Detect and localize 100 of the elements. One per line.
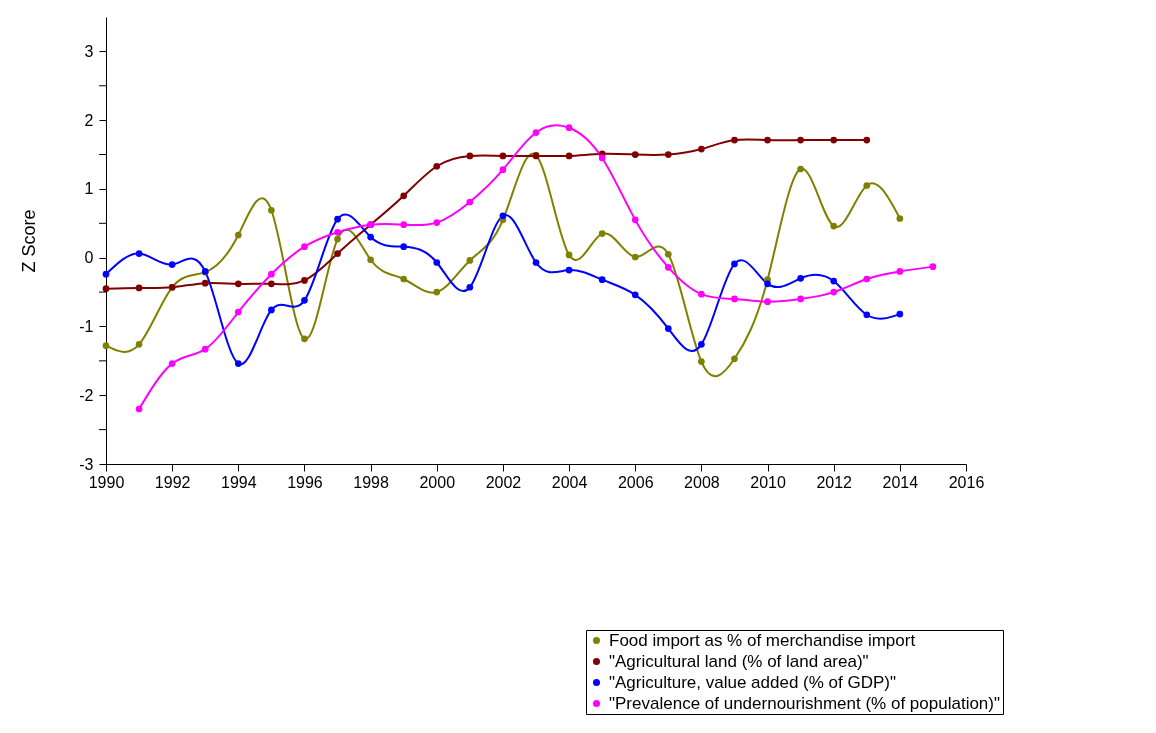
point bbox=[499, 166, 507, 174]
x-tick-label: 2014 bbox=[882, 473, 919, 491]
point bbox=[400, 243, 408, 251]
point bbox=[301, 243, 308, 251]
point bbox=[830, 277, 838, 285]
point bbox=[234, 308, 242, 316]
point bbox=[731, 355, 738, 363]
point bbox=[301, 335, 308, 343]
y-tick-label: -1 bbox=[79, 317, 94, 335]
point bbox=[664, 325, 672, 332]
point bbox=[731, 260, 738, 268]
y-tick-label: 1 bbox=[84, 180, 94, 198]
point bbox=[929, 263, 937, 270]
legend-label: Food import as % of merchandise import bbox=[609, 630, 916, 650]
point bbox=[598, 154, 606, 162]
point bbox=[896, 310, 904, 318]
point bbox=[764, 136, 771, 144]
point bbox=[268, 306, 275, 314]
x-tick-label: 1990 bbox=[88, 473, 125, 491]
point bbox=[830, 222, 838, 230]
point bbox=[698, 290, 705, 298]
point bbox=[565, 152, 573, 160]
point bbox=[731, 136, 738, 144]
point bbox=[698, 145, 705, 153]
point bbox=[268, 270, 275, 278]
point bbox=[433, 219, 441, 226]
point bbox=[698, 340, 705, 348]
point bbox=[664, 151, 672, 158]
legend-label: "Agriculture, value added (% of GDP)" bbox=[609, 672, 897, 692]
point bbox=[102, 285, 110, 292]
y-axis-title: Z Score bbox=[19, 209, 40, 273]
legend-label: "Prevalence of undernourishment (% of population)" bbox=[609, 693, 1001, 713]
point bbox=[797, 274, 804, 282]
point bbox=[234, 360, 242, 367]
point bbox=[896, 215, 904, 222]
point bbox=[797, 165, 804, 173]
point bbox=[466, 257, 474, 264]
point bbox=[731, 295, 738, 303]
point bbox=[863, 182, 871, 189]
point bbox=[400, 221, 408, 229]
x-tick-label: 1996 bbox=[287, 473, 323, 491]
x-tick-label: 1992 bbox=[154, 473, 191, 491]
point bbox=[631, 253, 639, 261]
y-tick-label: -3 bbox=[79, 455, 94, 473]
point bbox=[797, 295, 804, 303]
point bbox=[301, 296, 308, 304]
point bbox=[367, 233, 374, 241]
x-tick-label: 2010 bbox=[750, 473, 786, 491]
point bbox=[334, 215, 341, 223]
point bbox=[135, 405, 143, 413]
point bbox=[698, 358, 705, 365]
x-tick-label: 2000 bbox=[419, 473, 456, 491]
point bbox=[499, 152, 507, 160]
point bbox=[433, 162, 441, 170]
point bbox=[863, 275, 871, 283]
point bbox=[334, 250, 341, 257]
point bbox=[400, 192, 408, 200]
point bbox=[664, 250, 672, 258]
point bbox=[301, 277, 308, 284]
legend-label: "Agricultural land (% of land area)" bbox=[609, 651, 869, 671]
y-tick-label: 2 bbox=[84, 111, 94, 129]
point bbox=[532, 129, 540, 136]
point bbox=[631, 151, 639, 158]
point bbox=[830, 288, 838, 296]
x-tick-label: 2006 bbox=[617, 473, 654, 491]
point bbox=[532, 259, 540, 266]
point bbox=[168, 360, 176, 367]
point bbox=[863, 311, 871, 319]
point bbox=[268, 280, 275, 288]
x-tick-label: 2004 bbox=[551, 473, 588, 491]
point bbox=[433, 288, 441, 296]
point bbox=[499, 212, 507, 220]
point bbox=[201, 279, 209, 287]
point bbox=[631, 216, 639, 224]
point bbox=[797, 136, 804, 144]
x-tick-label: 2016 bbox=[948, 473, 985, 491]
x-tick-label: 1994 bbox=[221, 473, 257, 491]
point bbox=[102, 342, 110, 350]
point bbox=[896, 268, 904, 275]
point bbox=[268, 206, 275, 214]
point bbox=[433, 259, 441, 266]
x-tick-label: 1998 bbox=[353, 473, 390, 491]
x-tick-label: 2008 bbox=[684, 473, 720, 491]
point bbox=[367, 256, 374, 264]
point bbox=[863, 136, 871, 144]
point bbox=[764, 298, 771, 306]
point bbox=[565, 266, 573, 274]
point bbox=[466, 198, 474, 206]
y-tick-label: 0 bbox=[84, 249, 94, 267]
point bbox=[664, 263, 672, 271]
point bbox=[631, 291, 639, 299]
point bbox=[135, 284, 143, 292]
point bbox=[168, 261, 176, 268]
point bbox=[466, 152, 474, 160]
point bbox=[598, 276, 606, 284]
x-tick-label: 2002 bbox=[485, 473, 522, 491]
point bbox=[135, 250, 143, 257]
point bbox=[102, 270, 110, 278]
y-tick-label: 3 bbox=[84, 42, 94, 60]
point bbox=[334, 228, 341, 236]
